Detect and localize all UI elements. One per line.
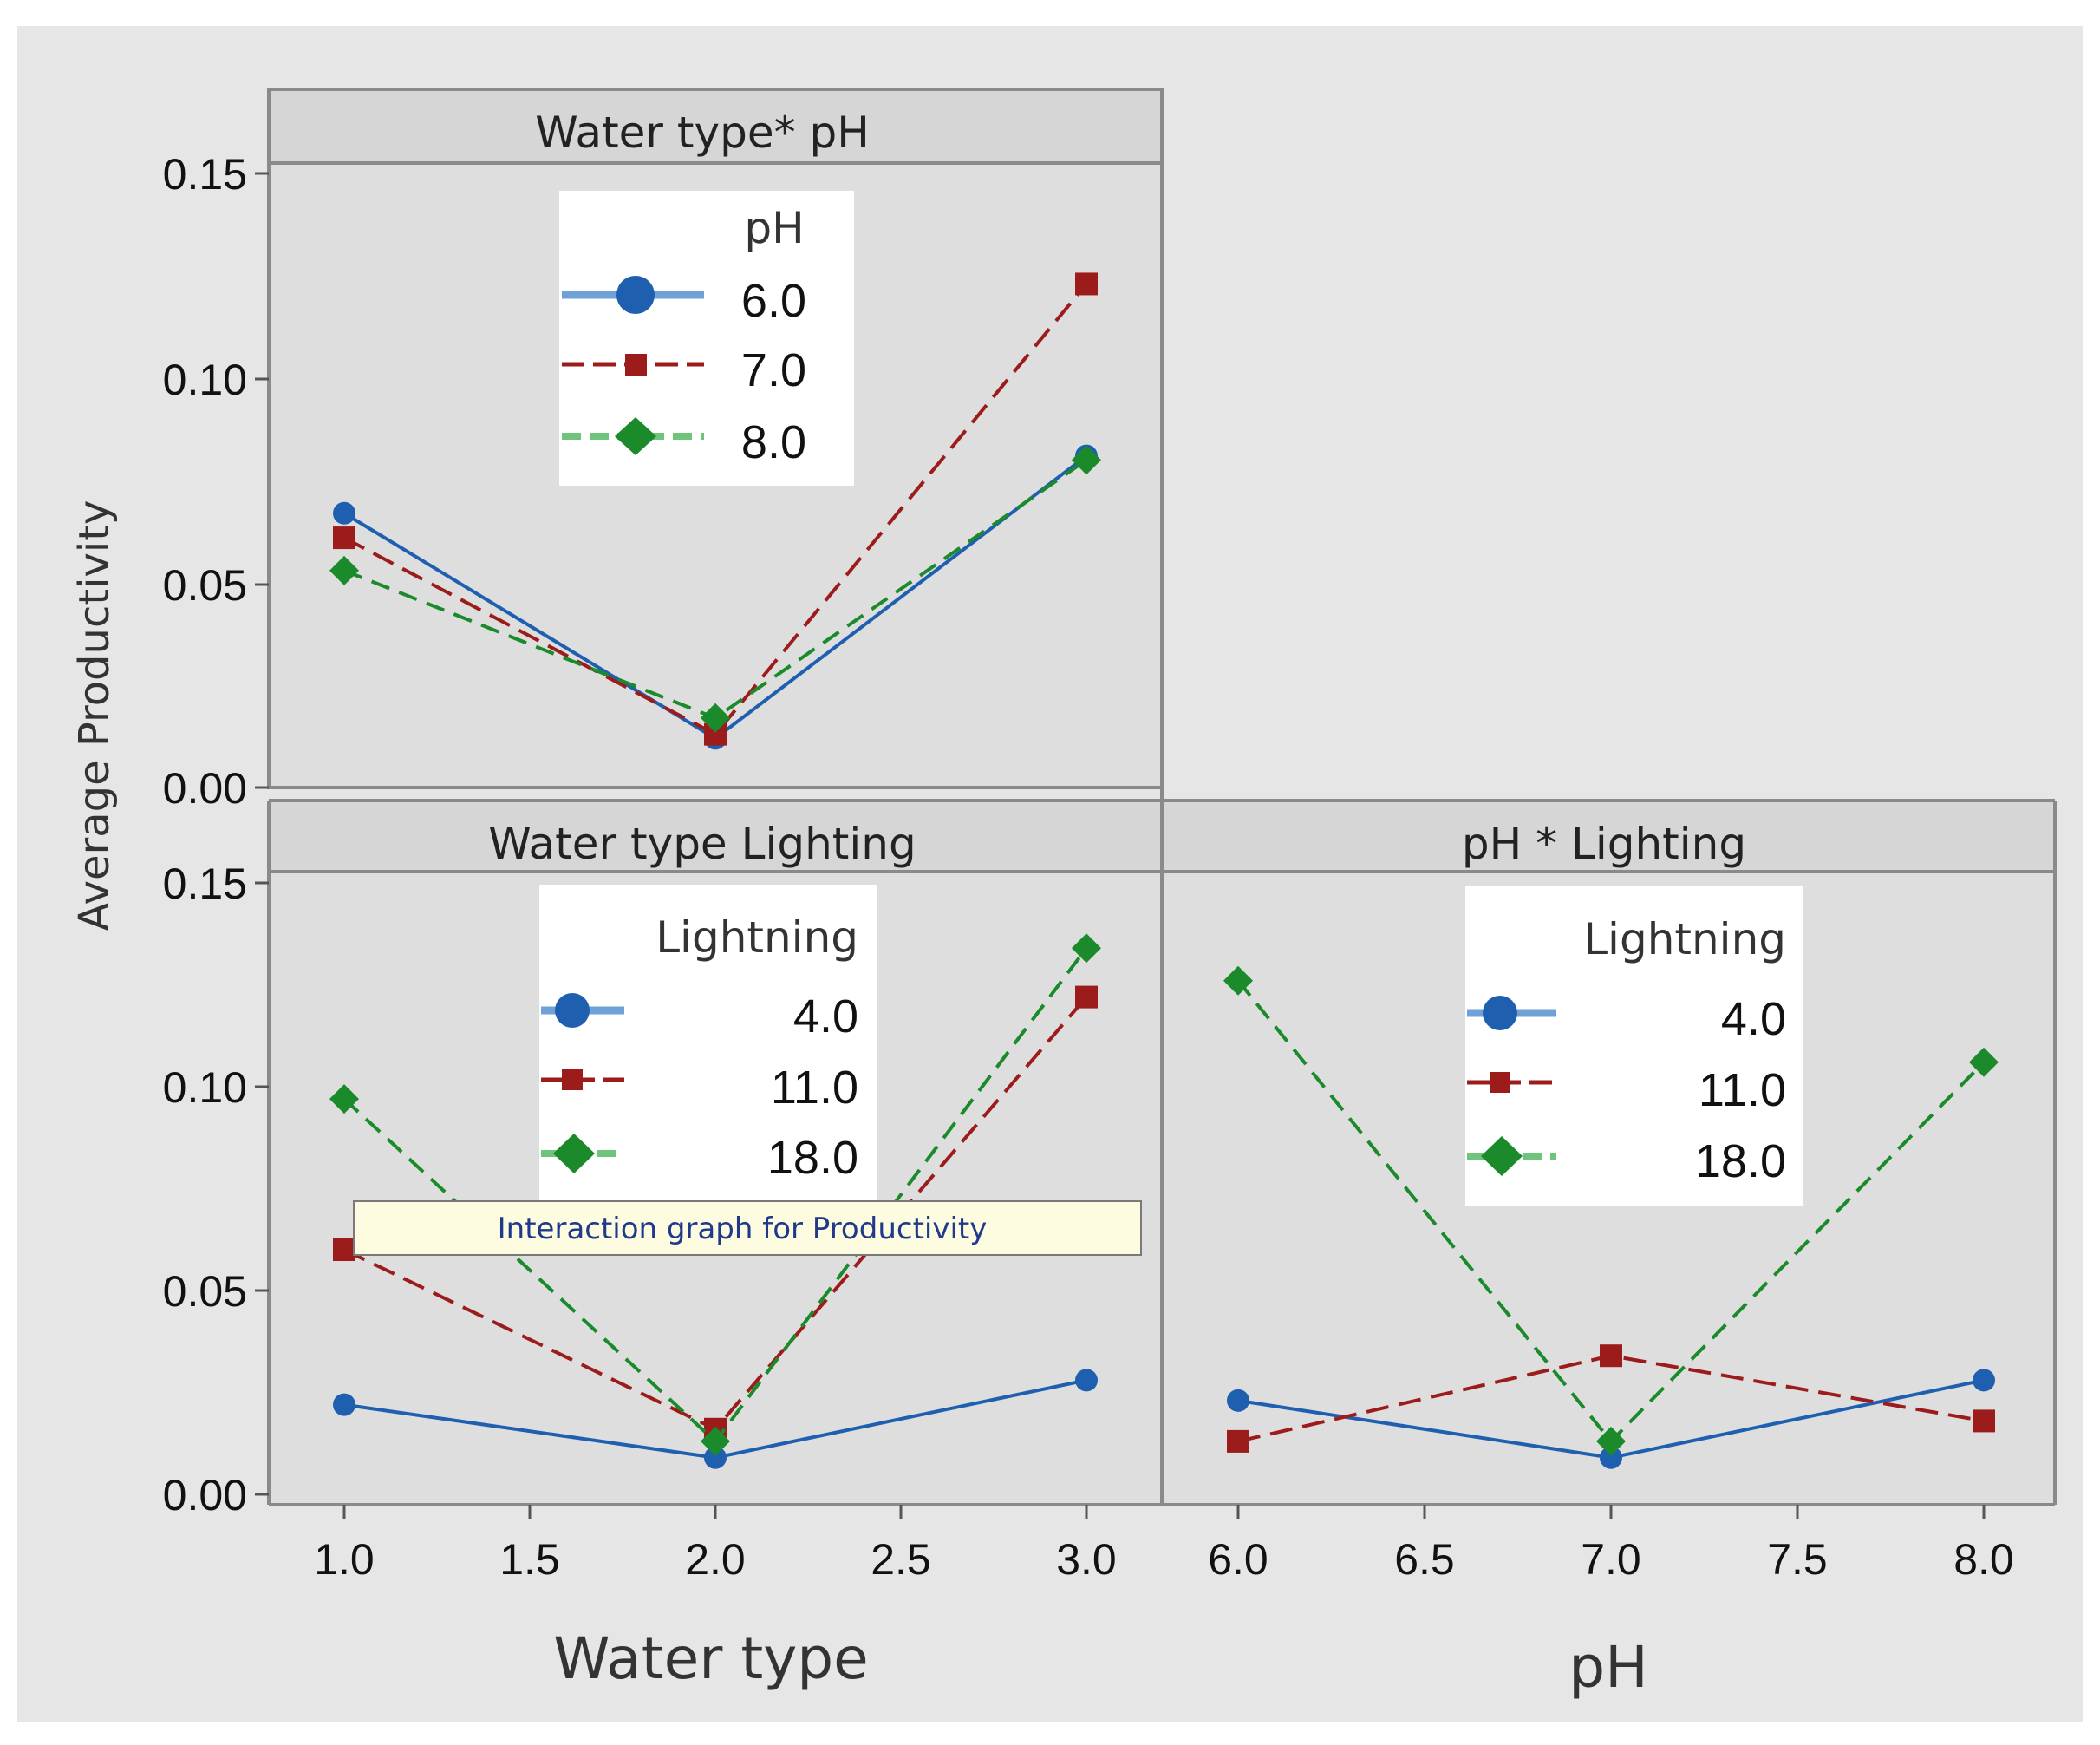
data-point-panel-1-6.0 bbox=[333, 501, 355, 525]
legend-title: Lightning bbox=[655, 912, 858, 963]
y-tick-label-bottom-0.00: 0.00 bbox=[163, 1471, 247, 1520]
data-point-panel-3-11.0 bbox=[1600, 1344, 1622, 1368]
data-point-panel-3-11.0 bbox=[1227, 1429, 1249, 1453]
x-tick-label: 6.5 bbox=[1394, 1535, 1455, 1584]
caption-box bbox=[353, 1200, 1142, 1256]
legend-title: Lightning bbox=[1583, 914, 1786, 964]
data-point-panel-3-18.0 bbox=[1969, 1047, 1999, 1077]
legend-panel-2: Lightning 4.0 11.0 18.0 bbox=[539, 885, 877, 1206]
panel-3-title: pH * Lighting bbox=[1462, 819, 1746, 869]
y-tick-label-top-0.10: 0.10 bbox=[163, 356, 247, 404]
data-point-panel-3-18.0 bbox=[1596, 1426, 1626, 1456]
x-tick-label: 6.0 bbox=[1208, 1535, 1268, 1584]
legend-marker-diamond bbox=[1481, 1136, 1523, 1176]
data-point-panel-1-8.0 bbox=[329, 555, 359, 585]
panel-1-title: Water type* pH bbox=[535, 108, 870, 158]
caption-text: Interaction graph for Productivity bbox=[498, 1212, 988, 1246]
data-point-panel-1-7.0 bbox=[1075, 272, 1098, 296]
legend-box bbox=[559, 191, 854, 486]
data-point-panel-2-4.0 bbox=[1075, 1369, 1098, 1392]
panel-2-strip bbox=[269, 801, 1162, 872]
legend-entry: 4.0 bbox=[1721, 993, 1786, 1045]
y-ticks-top bbox=[255, 172, 269, 789]
data-point-panel-1-8.0 bbox=[1072, 445, 1101, 475]
legend-title: pH bbox=[744, 203, 804, 253]
panel-1-strip bbox=[269, 89, 1162, 163]
legend-marker-square bbox=[562, 1069, 583, 1090]
legend-marker-circle bbox=[1483, 996, 1517, 1030]
x-tick-label: 3.0 bbox=[1056, 1535, 1117, 1584]
panel-borders bbox=[267, 88, 2057, 1506]
data-point-panel-3-4.0 bbox=[1600, 1446, 1622, 1469]
x-tick-label: 2.0 bbox=[685, 1535, 746, 1584]
legend-marker-circle bbox=[555, 993, 590, 1028]
legend-entry: 7.0 bbox=[741, 344, 806, 396]
legend-marker-circle bbox=[616, 276, 655, 314]
data-point-panel-3-4.0 bbox=[1973, 1369, 1995, 1392]
x-tick-label: 1.0 bbox=[314, 1535, 375, 1584]
y-tick-label-bottom-0.15: 0.15 bbox=[163, 859, 247, 908]
legend-entry: 11.0 bbox=[1699, 1064, 1786, 1116]
caption-tooltip: Interaction graph for Productivity bbox=[353, 1200, 1142, 1256]
legend-entry: 18.0 bbox=[767, 1132, 858, 1184]
data-point-panel-3-18.0 bbox=[1223, 965, 1253, 996]
series-layer bbox=[329, 272, 1999, 1469]
x-tick-label: 2.5 bbox=[871, 1535, 931, 1584]
data-point-panel-3-11.0 bbox=[1973, 1409, 1995, 1433]
legend-entry: 6.0 bbox=[741, 275, 806, 327]
y-ticks-bottom bbox=[255, 881, 269, 1496]
x-tick-label: 8.0 bbox=[1953, 1535, 2014, 1584]
data-point-panel-2-18.0 bbox=[701, 1426, 730, 1456]
y-tick-label-bottom-0.05: 0.05 bbox=[163, 1267, 247, 1316]
x-tick-label: 7.5 bbox=[1767, 1535, 1828, 1584]
legend-entry: 18.0 bbox=[1695, 1135, 1786, 1187]
x-axis-label-ph: pH bbox=[1568, 1634, 1648, 1701]
y-tick-label-top-0.05: 0.05 bbox=[163, 561, 247, 610]
legend-box bbox=[1465, 886, 1803, 1206]
data-point-panel-2-11.0 bbox=[1075, 985, 1098, 1009]
panel-2-title: Water type Lighting bbox=[488, 819, 916, 869]
y-axis-label: Average Productivity bbox=[70, 500, 119, 931]
legend-entry: 4.0 bbox=[793, 990, 858, 1042]
x-axis-label-water-type: Water type bbox=[553, 1625, 869, 1692]
x-ticks-panel-3 bbox=[1236, 1505, 1986, 1519]
x-ticks-panel-2 bbox=[342, 1505, 1088, 1519]
data-point-panel-1-8.0 bbox=[701, 703, 730, 733]
y-tick-label-top-0.00: 0.00 bbox=[163, 764, 247, 813]
series-line-panel-1-7.0 bbox=[343, 283, 1088, 737]
data-point-panel-3-4.0 bbox=[1227, 1389, 1249, 1412]
legend-marker-diamond bbox=[615, 417, 656, 455]
data-point-panel-1-7.0 bbox=[333, 526, 355, 550]
data-point-panel-2-18.0 bbox=[329, 1084, 359, 1114]
panel-3-strip bbox=[1162, 801, 2055, 872]
legend-entry: 8.0 bbox=[741, 416, 806, 468]
y-tick-label-bottom-0.10: 0.10 bbox=[163, 1063, 247, 1112]
legend-marker-square bbox=[625, 354, 647, 376]
data-point-panel-2-11.0 bbox=[333, 1238, 355, 1261]
x-tick-label: 1.5 bbox=[499, 1535, 560, 1584]
legend-panel-3: Lightning 4.0 11.0 18.0 bbox=[1465, 886, 1803, 1206]
panel-1-border bbox=[267, 88, 1164, 789]
legend-box bbox=[539, 885, 877, 1206]
data-point-panel-2-4.0 bbox=[333, 1393, 355, 1416]
legend-panel-1: pH 6.0 7.0 8.0 bbox=[559, 191, 854, 486]
legend-marker-square bbox=[1490, 1072, 1510, 1093]
legend-entry: 11.0 bbox=[771, 1062, 858, 1114]
x-tick-label: 7.0 bbox=[1581, 1535, 1641, 1584]
legend-marker-diamond bbox=[553, 1134, 595, 1173]
data-point-panel-2-18.0 bbox=[1072, 933, 1101, 964]
data-point-panel-2-4.0 bbox=[704, 1446, 727, 1469]
y-tick-label-top-0.15: 0.15 bbox=[163, 150, 247, 199]
